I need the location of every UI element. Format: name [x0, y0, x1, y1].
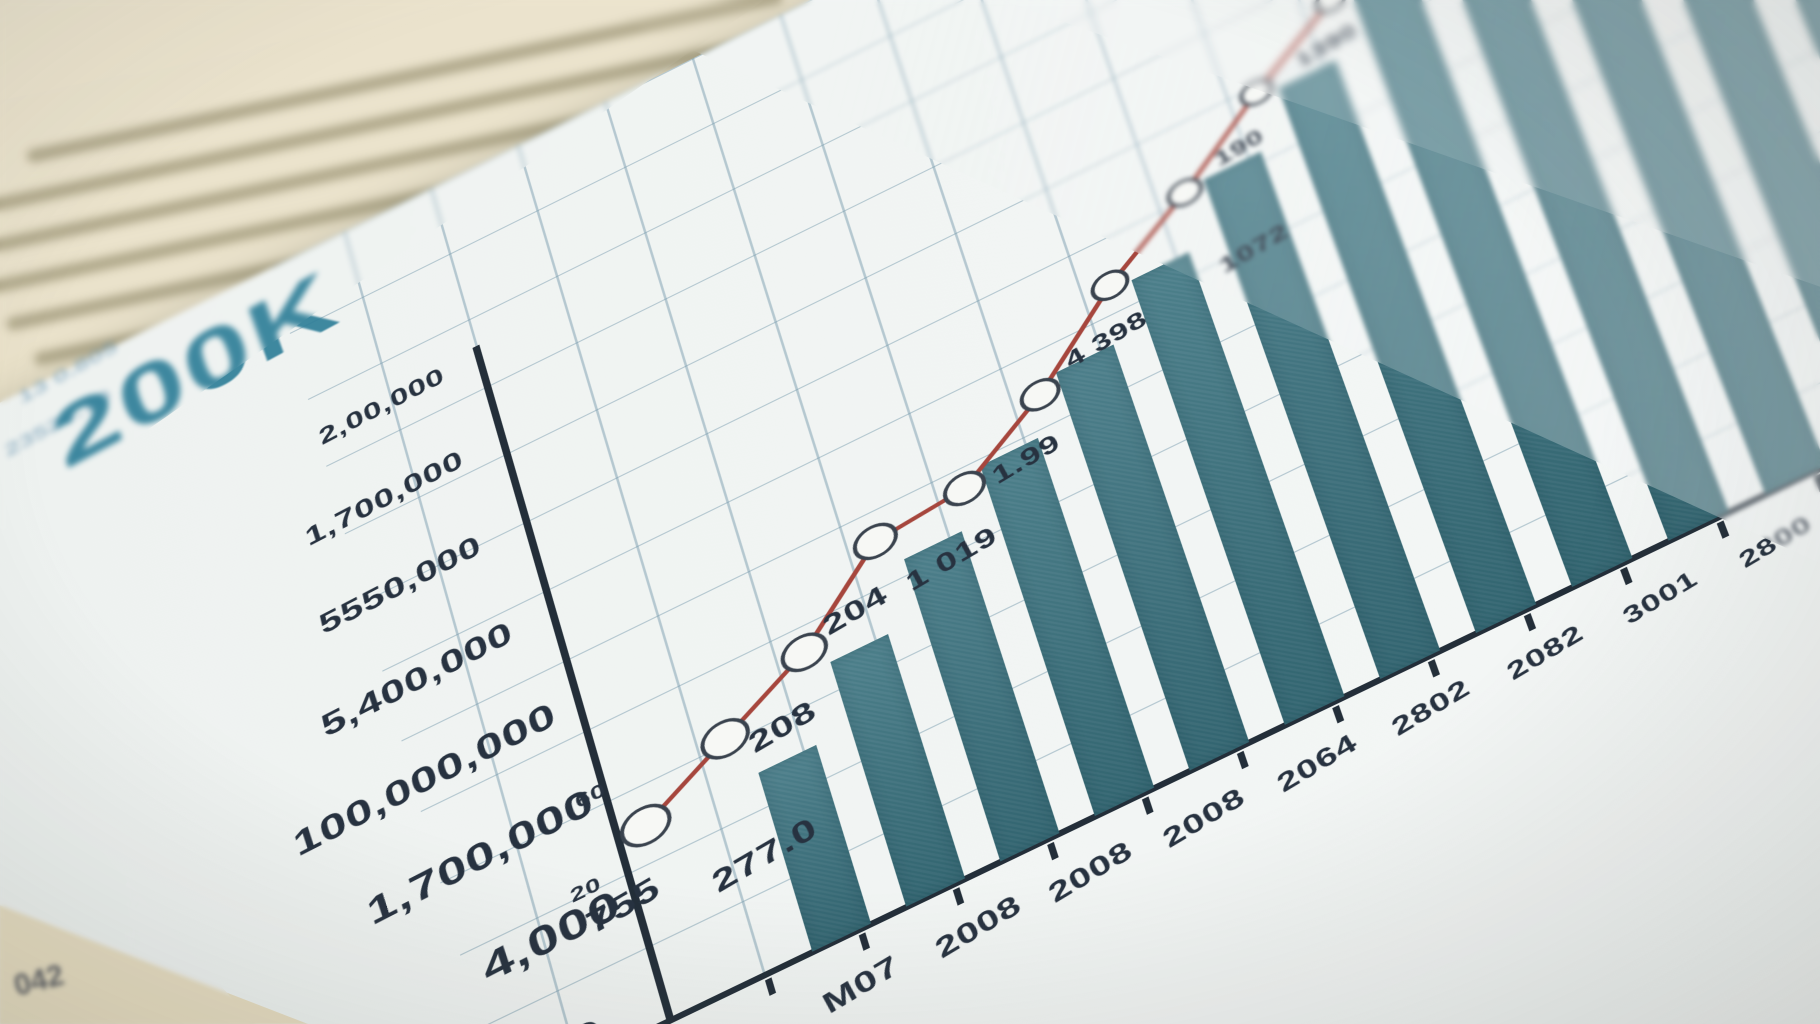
- x-axis-tick: [1332, 705, 1345, 724]
- x-axis-tick: [1047, 841, 1059, 861]
- x-axis-tick: [952, 887, 965, 906]
- x-axis-tick: [764, 977, 777, 996]
- x-axis-label: 2802: [1386, 673, 1476, 742]
- x-axis-label: 2008: [1043, 835, 1138, 909]
- x-axis-tick: [858, 932, 870, 951]
- x-axis-tick: [1620, 566, 1633, 586]
- x-axis-label: M07: [816, 948, 905, 1020]
- x-axis-label: 2064: [1271, 727, 1363, 798]
- corner-text-2: 042: [10, 958, 68, 1003]
- x-axis-tick: [1141, 796, 1154, 815]
- x-axis-tick: [1523, 613, 1537, 632]
- x-axis-label: 3001: [1617, 565, 1703, 630]
- x-axis-tick: [1236, 750, 1249, 770]
- x-axis-tick: [1716, 520, 1730, 539]
- x-axis-label: 2800: [1733, 510, 1817, 573]
- x-axis-label: 2082: [1501, 619, 1589, 686]
- x-axis-tick: [1813, 473, 1820, 493]
- x-axis-label: 2008: [929, 888, 1027, 965]
- x-axis-tick: [1427, 659, 1440, 678]
- x-axis-label: 2008: [1157, 781, 1250, 854]
